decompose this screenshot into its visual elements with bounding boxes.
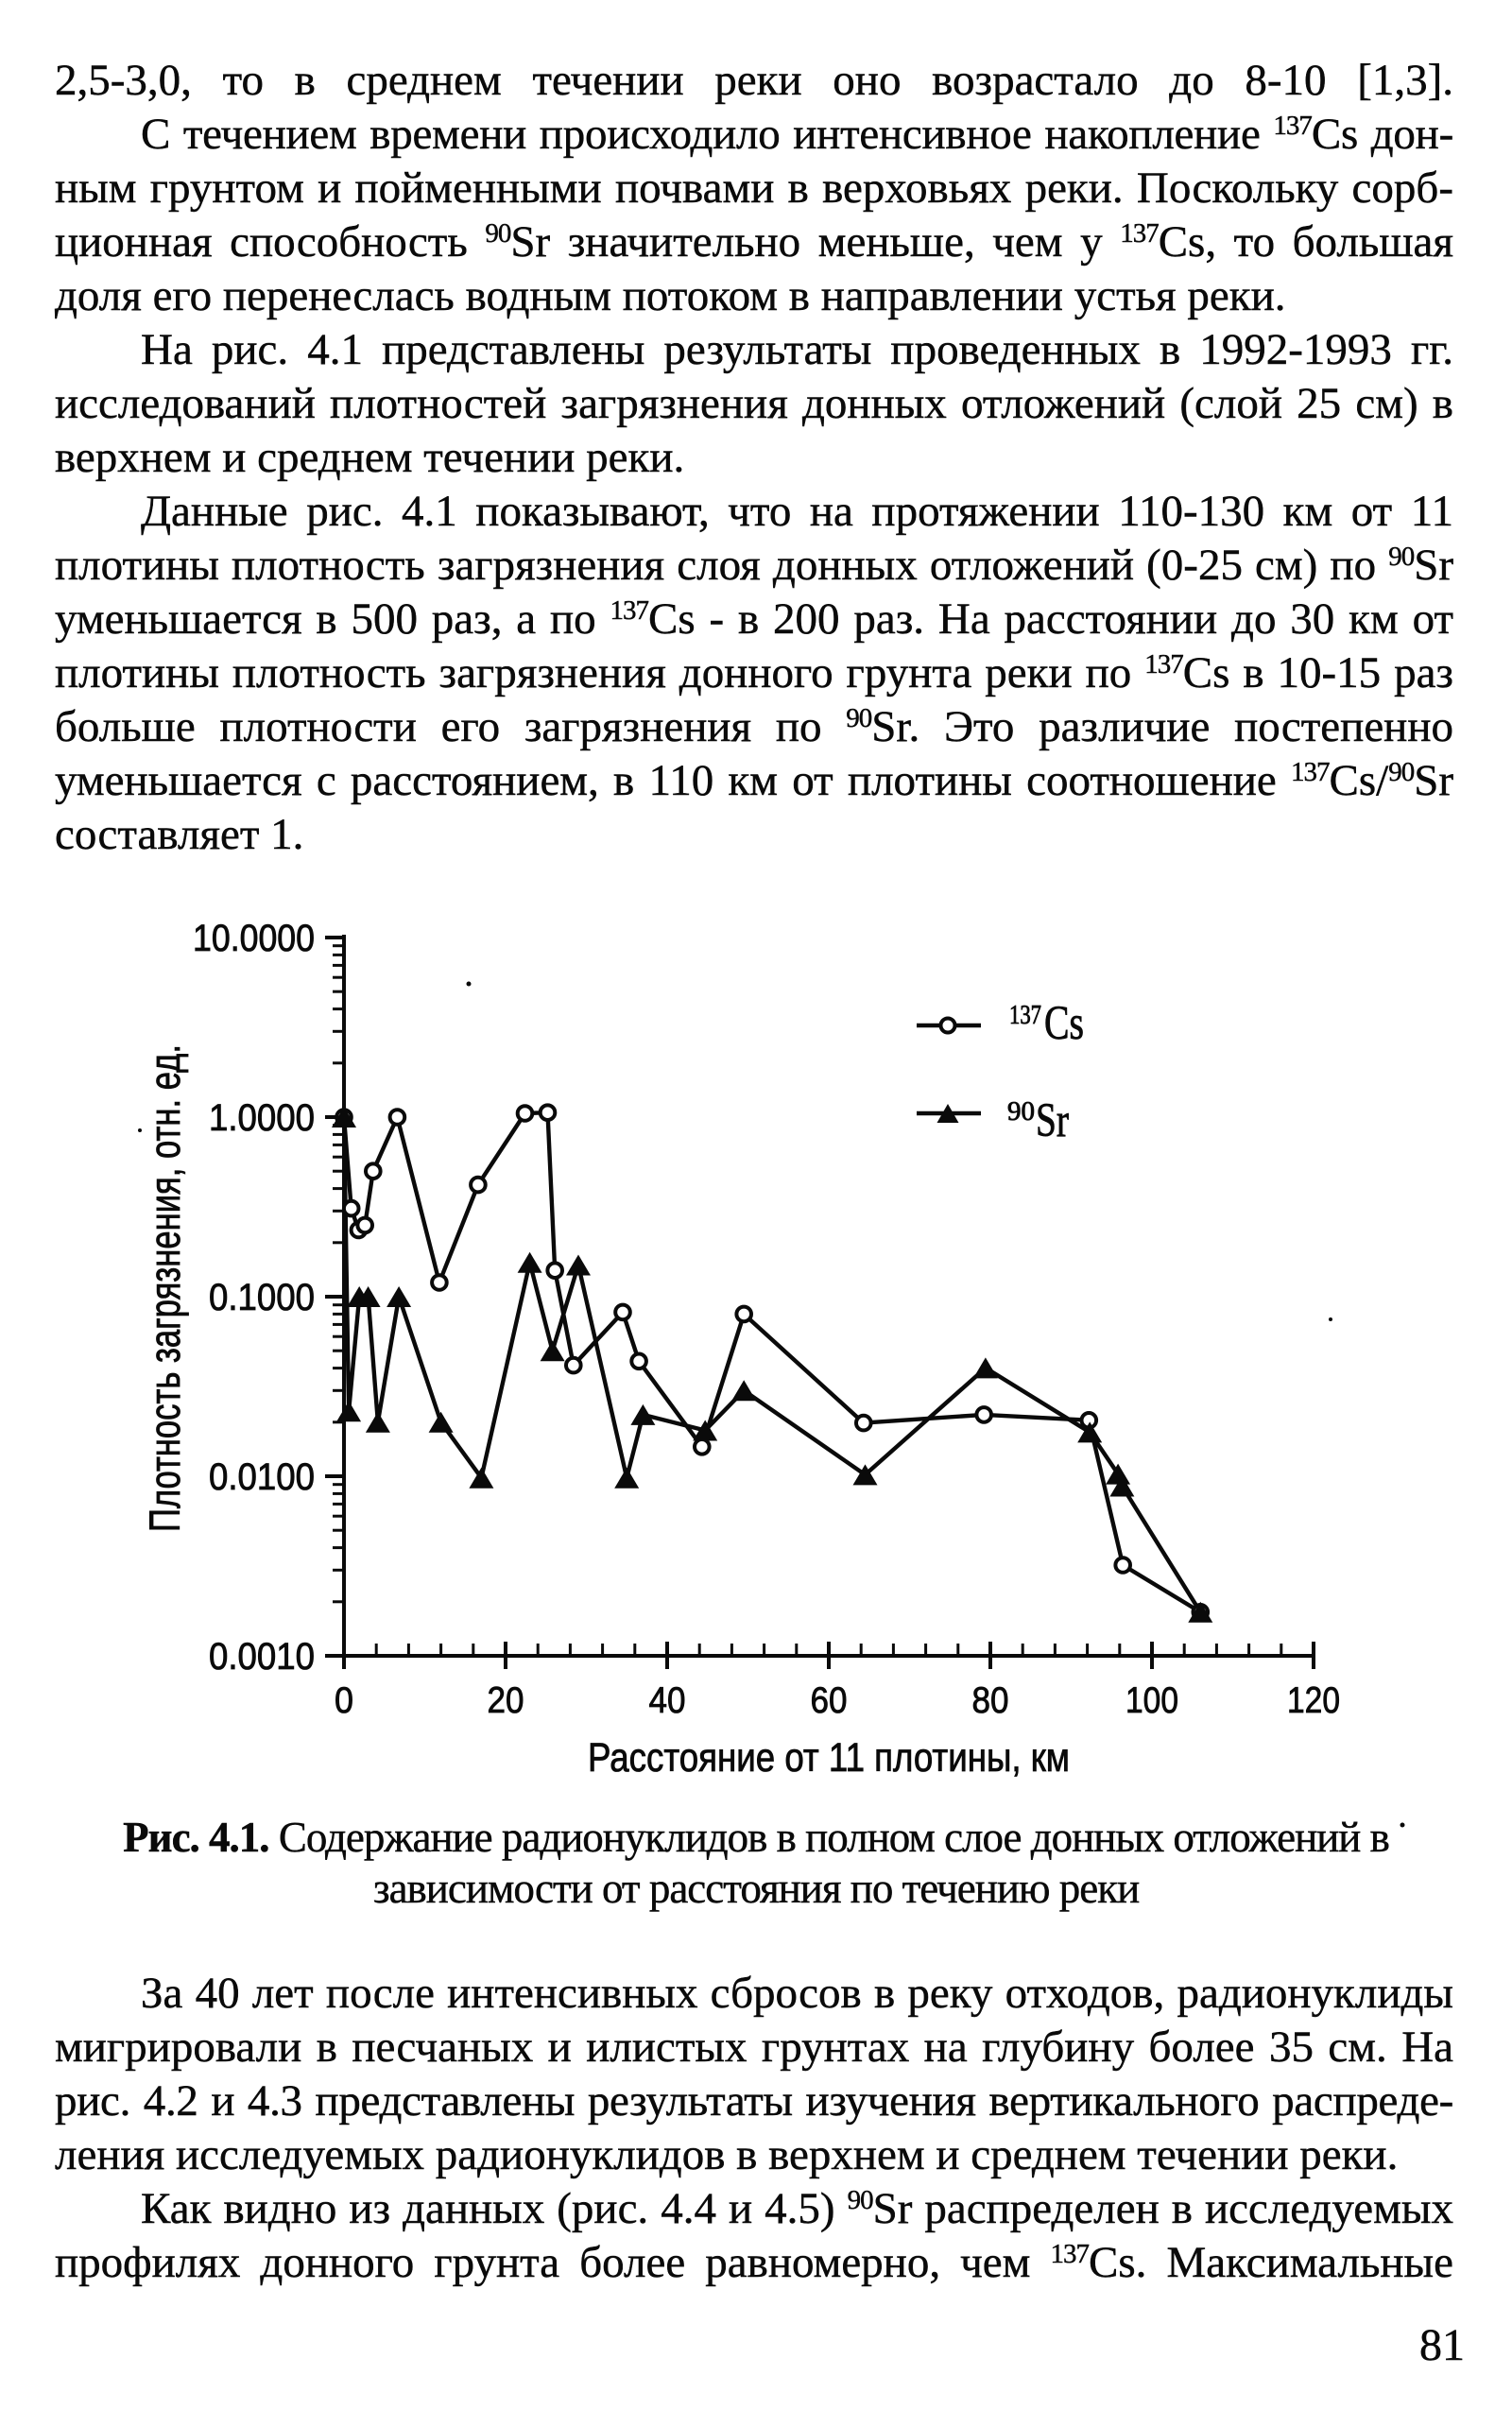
svg-text:60: 60	[811, 1680, 848, 1721]
svg-text:0.1000: 0.1000	[209, 1277, 315, 1318]
svg-text:1.0000: 1.0000	[209, 1097, 315, 1139]
svg-text:80: 80	[972, 1680, 1009, 1721]
svg-text:10.0000: 10.0000	[193, 918, 315, 959]
svg-text:120: 120	[1287, 1680, 1340, 1721]
svg-text:0: 0	[335, 1680, 353, 1721]
svg-text:40: 40	[649, 1680, 686, 1721]
svg-text:0.0010: 0.0010	[209, 1636, 315, 1678]
svg-text:Cs: Cs	[1044, 997, 1084, 1050]
svg-text:0.0100: 0.0100	[209, 1456, 315, 1498]
svg-text:100: 100	[1125, 1680, 1178, 1721]
svg-text:Плотность загрязнения, отн. ед: Плотность загрязнения, отн. ед.	[141, 1044, 189, 1532]
svg-text:Расстояние от 11 плотины, км: Расстояние от 11 плотины, км	[588, 1735, 1070, 1781]
svg-text:20: 20	[488, 1680, 524, 1721]
svg-text:137: 137	[1009, 1001, 1041, 1030]
svg-text:Sr: Sr	[1036, 1094, 1069, 1147]
svg-text:90: 90	[1007, 1097, 1035, 1127]
